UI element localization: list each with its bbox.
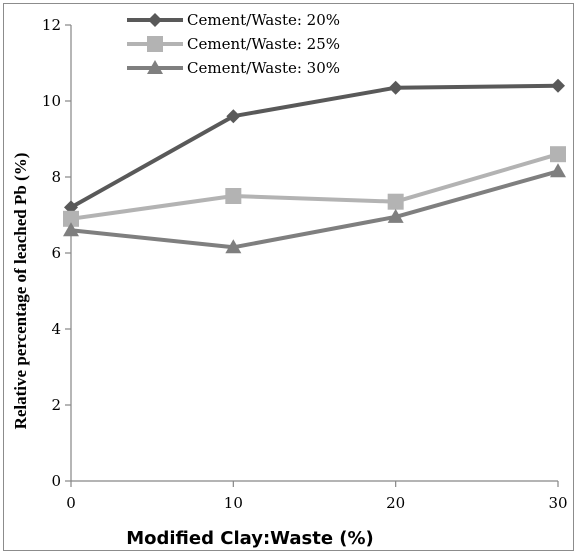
y-tick-label: 8 [51, 168, 61, 186]
legend-label: Cement/Waste: 30% [187, 59, 340, 77]
data-point [550, 163, 566, 178]
x-tick-label: 20 [386, 494, 405, 512]
y-tick-label: 2 [51, 396, 61, 414]
y-axis-label: Relative percentage of leached Pb (%) [11, 153, 30, 430]
legend-label: Cement/Waste: 20% [187, 11, 340, 29]
x-tick-label: 30 [548, 494, 567, 512]
y-tick-label: 6 [51, 244, 61, 262]
data-point [551, 78, 565, 93]
y-tick-label: 0 [51, 472, 61, 490]
x-tick-label: 10 [224, 494, 243, 512]
legend-marker [147, 36, 163, 52]
legend-label: Cement/Waste: 25% [187, 35, 340, 53]
data-point [63, 222, 79, 237]
x-axis-ticks: 0 10 20 30 [66, 481, 568, 512]
x-axis-label: Modified Clay:Waste (%) [126, 528, 374, 549]
legend-marker [147, 60, 163, 74]
series-line [70, 83, 559, 210]
legend-item: Cement/Waste: 20% [127, 11, 340, 29]
y-tick-label: 12 [42, 16, 61, 34]
data-point [225, 188, 242, 204]
series-3 [63, 163, 566, 254]
data-point [225, 239, 242, 254]
series-1 [64, 78, 565, 215]
y-tick-label: 10 [42, 92, 61, 110]
x-tick-label: 0 [66, 494, 76, 512]
axes [70, 25, 558, 482]
chart-frame [3, 3, 574, 551]
legend-item: Cement/Waste: 30% [127, 59, 340, 77]
data-point [550, 146, 566, 163]
series-line [70, 152, 559, 221]
y-axis-ticks: 0 2 4 6 8 10 12 [42, 16, 71, 490]
y-tick-label: 4 [51, 320, 61, 338]
data-point [387, 208, 404, 223]
series-layer [63, 78, 566, 254]
series-2 [63, 146, 566, 227]
series-line [70, 169, 559, 250]
data-point [388, 80, 403, 95]
data-point [63, 210, 79, 227]
data-point [387, 193, 404, 210]
data-point [226, 109, 241, 124]
legend: Cement/Waste: 20% Cement/Waste: 25% Cement… [127, 11, 340, 77]
legend-item: Cement/Waste: 25% [127, 35, 340, 53]
legend-marker [148, 13, 162, 27]
